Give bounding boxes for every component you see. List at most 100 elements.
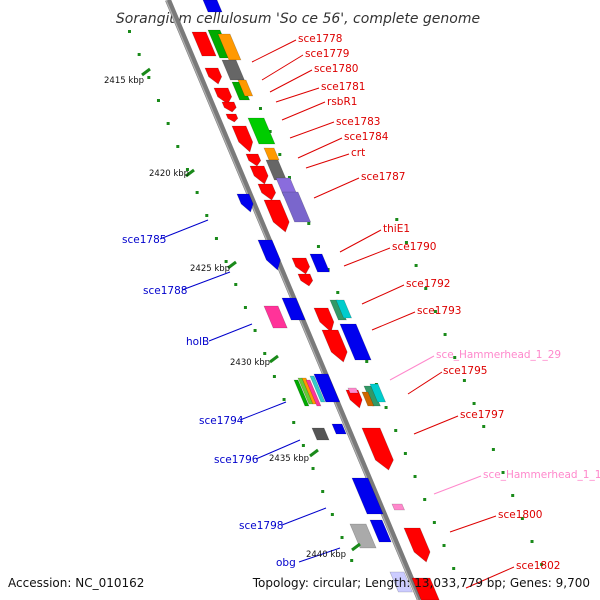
gene-label: sce1779	[305, 48, 349, 60]
tick-dot	[258, 107, 262, 110]
leader-line	[261, 54, 304, 81]
leader-line	[239, 401, 287, 421]
gene-block	[237, 79, 254, 97]
gene-label: sce1780	[314, 63, 358, 75]
tick-dot	[423, 498, 427, 501]
tick-dot	[287, 176, 291, 179]
forward-gene-labels: sce1778 sce1779 sce1780 sce1781 rsbR1 sc…	[298, 33, 600, 572]
gene-label: sce1795	[443, 365, 487, 377]
gene-label: sce_Hammerhead_1_29	[436, 349, 561, 361]
scale-label: 2415 kbp	[104, 76, 144, 86]
tick-dot	[224, 260, 228, 263]
leader-line	[449, 515, 497, 533]
gene-arrow	[257, 183, 277, 201]
reverse-gene-labels: sce1785 sce1788 holB sce1794 sce1796 sce…	[122, 234, 296, 569]
gene-label: sce1785	[122, 234, 166, 246]
leader-line	[298, 547, 341, 563]
gene-arrow	[263, 199, 290, 233]
gene-label: holB	[186, 336, 209, 348]
leader-line	[208, 323, 253, 342]
tick-dot	[511, 494, 515, 497]
leader-line	[159, 219, 209, 240]
gene-label: sce_Hammerhead_1_16	[483, 469, 600, 481]
tick-dot	[350, 559, 354, 562]
gene-block	[335, 299, 353, 319]
gene-arrow	[191, 31, 217, 57]
leader-line	[269, 69, 313, 93]
scale-tick	[351, 542, 361, 552]
gene-arrow	[361, 427, 394, 471]
genome-summary-text: Topology: circular; Length: 13,033,779 b…	[252, 576, 590, 590]
gene-block	[309, 253, 331, 273]
tick-dot	[282, 398, 286, 401]
tick-dot	[316, 245, 320, 248]
gene-track-forward	[191, 0, 440, 600]
tick-dot	[540, 563, 544, 566]
scale-label: 2425 kbp	[190, 264, 230, 274]
tick-dot	[501, 471, 505, 474]
leader-line	[339, 229, 382, 253]
leader-line	[389, 355, 435, 381]
tick-dot	[301, 444, 305, 447]
gene-label: sce1802	[516, 560, 560, 572]
gene-arrow	[236, 193, 254, 213]
gene-block	[311, 427, 330, 441]
tick-dot	[336, 291, 340, 294]
tick-dot	[176, 145, 180, 148]
gene-label: sce1800	[498, 509, 542, 521]
gene-arrow	[291, 257, 311, 275]
tick-dot	[263, 352, 267, 355]
gene-block	[281, 191, 312, 223]
gene-label: sce1783	[336, 116, 380, 128]
gene-block	[351, 477, 384, 515]
gene-block	[347, 387, 359, 394]
tick-dot	[432, 521, 436, 524]
gene-label: rsbR1	[327, 96, 357, 108]
gene-label: sce1792	[406, 278, 450, 290]
tick-dot	[453, 356, 457, 359]
scale-label: 2440 kbp	[306, 550, 346, 560]
tick-dot	[243, 306, 247, 309]
gene-block	[361, 391, 375, 407]
tick-dot	[234, 283, 238, 286]
tick-dot	[482, 425, 486, 428]
gene-block	[389, 571, 413, 593]
scale-label: 2420 kbp	[149, 169, 189, 179]
map-title: Sorangium cellulosum 'So ce 56', complet…	[116, 11, 480, 27]
gene-label: sce1788	[143, 285, 187, 297]
gene-arrow	[225, 113, 239, 123]
gene-label: sce1798	[239, 520, 283, 532]
gene-label: sce1784	[344, 131, 389, 143]
tick-dot	[433, 310, 437, 313]
scale-label: 2435 kbp	[269, 454, 309, 464]
gene-block	[369, 519, 392, 543]
gene-block	[202, 0, 223, 13]
tick-dot	[156, 99, 160, 102]
accession-text: Accession: NC_010162	[8, 576, 144, 590]
gene-block	[329, 299, 347, 321]
tick-dot	[278, 153, 282, 156]
leader-line	[275, 87, 320, 103]
tick-dot	[147, 76, 151, 79]
tick-dot	[214, 237, 218, 240]
tick-dot	[413, 475, 417, 478]
tick-dot	[462, 379, 466, 382]
leader-line	[343, 247, 391, 267]
leader-line	[297, 137, 343, 159]
gene-block	[391, 503, 405, 511]
tick-dot	[365, 360, 369, 363]
gene-label: sce1797	[460, 409, 504, 421]
gene-arrow	[257, 239, 281, 271]
leader-line	[465, 566, 515, 589]
tick-dot	[403, 452, 407, 455]
scale-tick	[141, 67, 151, 77]
scale-ticks	[141, 67, 361, 552]
tick-dot	[491, 448, 495, 451]
tick-dot	[195, 191, 199, 194]
gene-block	[349, 523, 377, 549]
gene-block	[281, 297, 306, 321]
tick-dot	[185, 168, 189, 171]
gene-arrow	[297, 273, 314, 287]
tick-dot	[268, 130, 272, 133]
